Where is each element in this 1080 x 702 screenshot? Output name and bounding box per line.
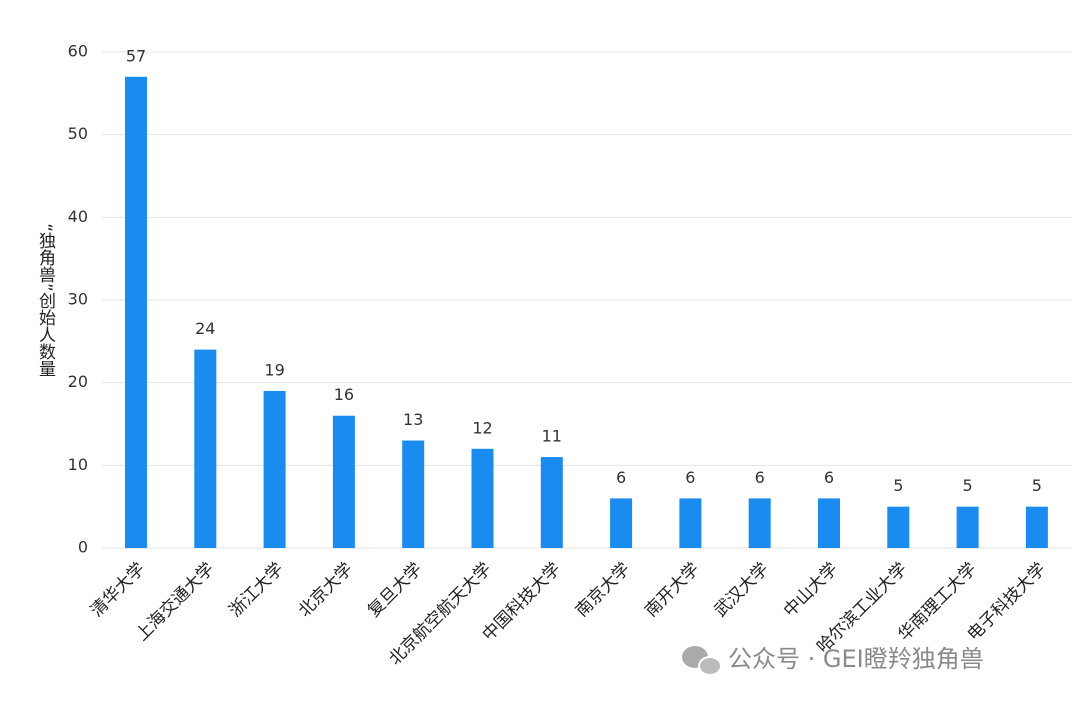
y-tick-label: 60: [68, 42, 88, 61]
value-label: 57: [126, 46, 146, 65]
value-label: 19: [264, 360, 284, 379]
bar: [610, 498, 633, 548]
bar: [1025, 506, 1048, 548]
value-label: 16: [334, 385, 354, 404]
value-label: 11: [542, 427, 562, 446]
bar: [471, 448, 494, 548]
bar: [887, 506, 910, 548]
y-tick-label: 10: [68, 455, 88, 474]
bar: [540, 457, 563, 548]
x-tick-label: 南开大学: [641, 559, 703, 621]
y-tick-label: 40: [68, 207, 88, 226]
bar: [402, 440, 425, 548]
y-tick-label: 50: [68, 124, 88, 143]
y-tick-label: 0: [78, 538, 88, 557]
watermark-icon: [682, 646, 722, 676]
value-label: 6: [685, 468, 695, 487]
bar: [956, 506, 979, 548]
x-tick-label: 复旦大学: [364, 559, 426, 621]
value-label: 24: [195, 319, 215, 338]
value-label: 5: [1032, 476, 1042, 495]
x-tick-label: 南京大学: [572, 559, 634, 621]
bar: [125, 76, 147, 549]
value-label: 5: [963, 476, 973, 495]
value-label: 6: [755, 468, 765, 487]
x-tick-label: 浙江大学: [225, 559, 287, 621]
value-label: 6: [616, 468, 626, 487]
y-tick-label: 30: [68, 290, 88, 309]
watermark: 公众号 · GEI瞪羚独角兽: [728, 645, 984, 673]
y-axis-label: “独角兽”创始人数量: [35, 223, 56, 377]
value-label: 5: [893, 476, 903, 495]
bar: [818, 498, 840, 548]
bar: [194, 349, 217, 548]
x-tick-label: 清华大学: [87, 559, 149, 621]
value-label: 6: [824, 468, 834, 487]
value-label: 13: [403, 410, 423, 429]
x-tick-label: 中山大学: [780, 559, 842, 621]
bar: [748, 498, 771, 548]
bar: [263, 390, 286, 548]
bar: [679, 498, 702, 548]
y-tick-label: 20: [68, 372, 88, 391]
x-tick-label: 武汉大学: [711, 559, 773, 621]
bar: [332, 415, 355, 548]
value-label: 12: [472, 418, 492, 437]
x-tick-label: 北京大学: [295, 559, 357, 621]
